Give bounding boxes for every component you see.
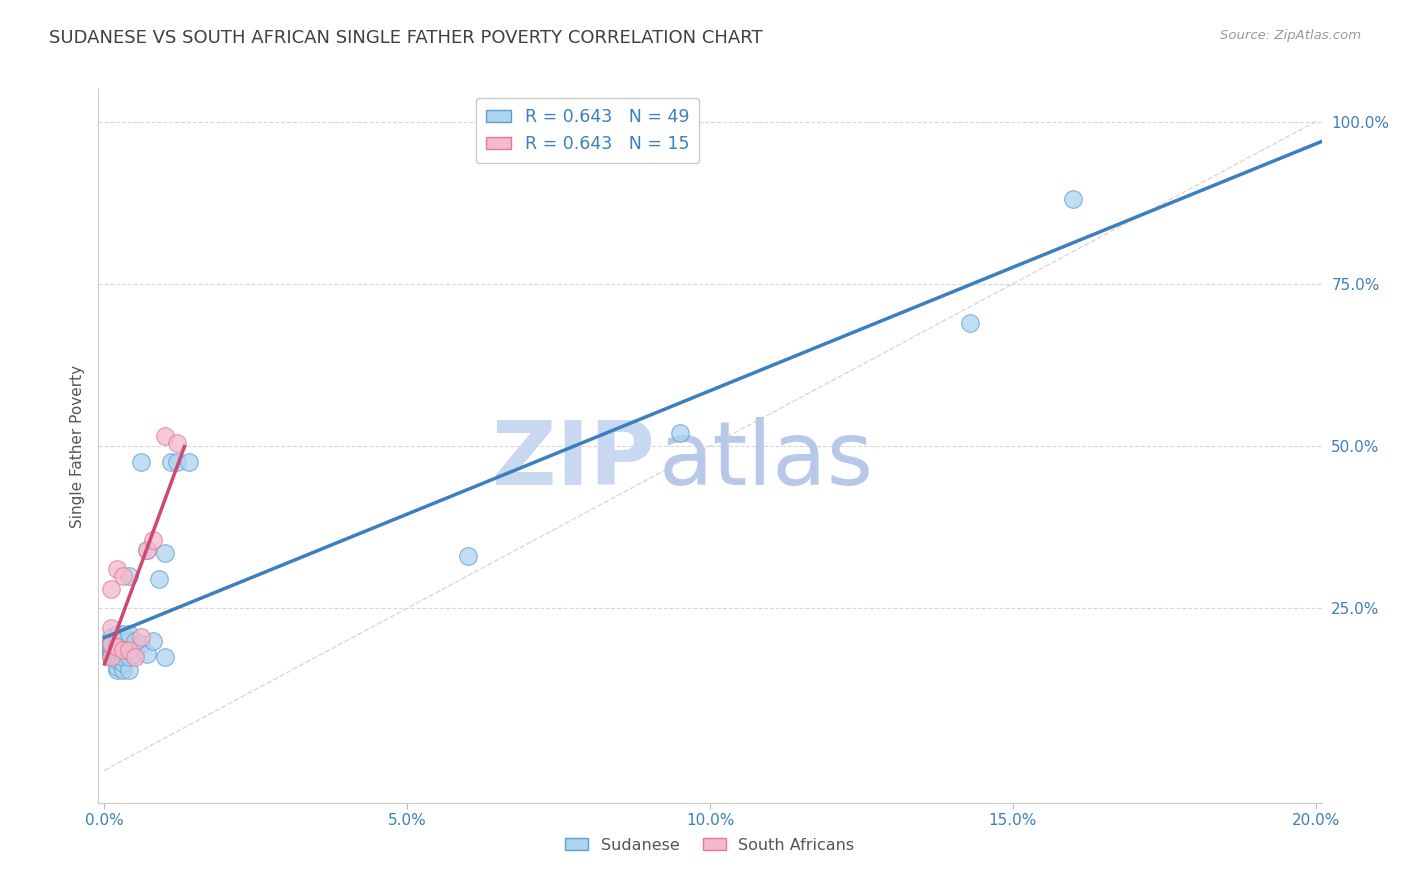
Point xyxy=(100,643,122,657)
Point xyxy=(100,645,122,659)
Point xyxy=(105,659,128,673)
Point xyxy=(111,643,134,657)
Point xyxy=(124,633,146,648)
Point xyxy=(148,572,170,586)
Point xyxy=(118,568,141,582)
Point xyxy=(111,657,134,671)
Point xyxy=(100,633,122,648)
Point xyxy=(100,649,122,664)
Point xyxy=(105,627,128,641)
Point xyxy=(105,653,128,667)
Point xyxy=(118,627,141,641)
Point xyxy=(118,643,141,657)
Point xyxy=(100,621,122,635)
Point xyxy=(124,649,146,664)
Point xyxy=(111,568,134,582)
Point xyxy=(111,627,134,641)
Point xyxy=(1062,193,1084,207)
Point xyxy=(105,647,128,661)
Point xyxy=(100,637,122,651)
Point xyxy=(100,637,122,651)
Point xyxy=(166,435,188,450)
Point xyxy=(124,647,146,661)
Point xyxy=(111,633,134,648)
Point xyxy=(160,455,183,469)
Point xyxy=(118,633,141,648)
Point xyxy=(105,633,128,648)
Point xyxy=(111,643,134,657)
Point xyxy=(105,649,128,664)
Point xyxy=(111,637,134,651)
Point xyxy=(105,643,128,657)
Point xyxy=(118,663,141,677)
Point xyxy=(457,549,479,564)
Point xyxy=(105,640,128,654)
Point xyxy=(105,562,128,576)
Text: SUDANESE VS SOUTH AFRICAN SINGLE FATHER POVERTY CORRELATION CHART: SUDANESE VS SOUTH AFRICAN SINGLE FATHER … xyxy=(49,29,763,46)
Point xyxy=(166,455,188,469)
Y-axis label: Single Father Poverty: Single Father Poverty xyxy=(69,365,84,527)
Point xyxy=(100,649,122,664)
Point xyxy=(142,533,165,547)
Point xyxy=(118,649,141,664)
Point xyxy=(129,455,152,469)
Point xyxy=(100,582,122,596)
Legend: Sudanese, South Africans: Sudanese, South Africans xyxy=(560,831,860,859)
Point xyxy=(129,631,152,645)
Point xyxy=(105,640,128,654)
Point xyxy=(135,542,157,557)
Point xyxy=(100,647,122,661)
Point xyxy=(105,663,128,677)
Point xyxy=(179,455,201,469)
Point xyxy=(135,542,157,557)
Point xyxy=(135,647,157,661)
Point xyxy=(111,649,134,664)
Point xyxy=(153,429,176,443)
Point xyxy=(100,631,122,645)
Point xyxy=(153,546,176,560)
Point xyxy=(959,316,981,330)
Text: Source: ZipAtlas.com: Source: ZipAtlas.com xyxy=(1220,29,1361,42)
Point xyxy=(105,637,128,651)
Point xyxy=(668,425,690,440)
Point xyxy=(105,631,128,645)
Point xyxy=(111,663,134,677)
Text: ZIP: ZIP xyxy=(492,417,655,504)
Point xyxy=(142,633,165,648)
Point xyxy=(100,641,122,656)
Point xyxy=(129,637,152,651)
Text: atlas: atlas xyxy=(658,417,873,504)
Point xyxy=(153,649,176,664)
Point xyxy=(100,640,122,654)
